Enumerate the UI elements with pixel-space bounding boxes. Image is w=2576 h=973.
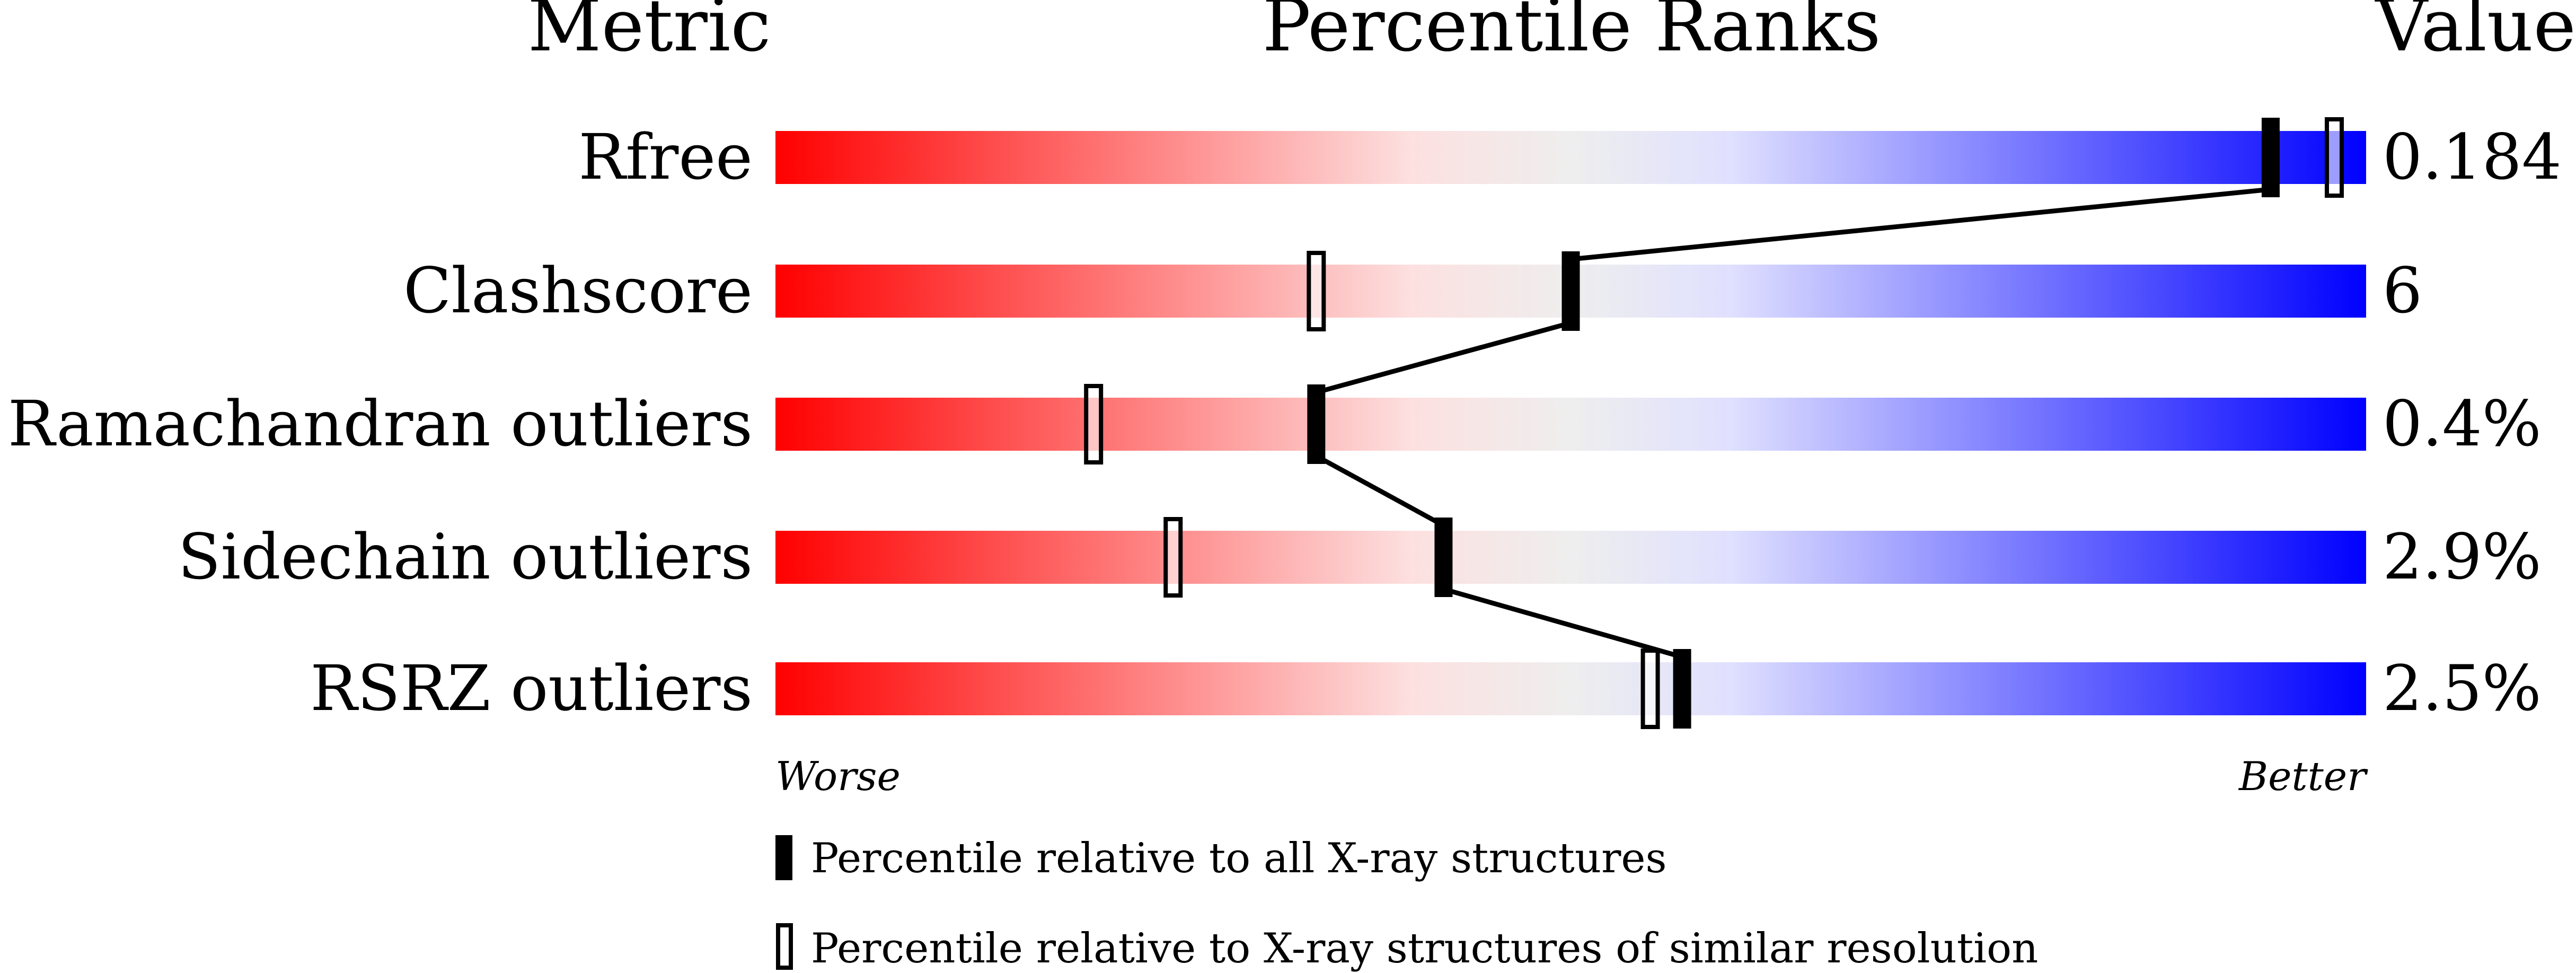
header-percentile-ranks: Percentile Ranks — [1263, 0, 1881, 68]
legend-hollow-label: Percentile relative to X-ray structures … — [811, 925, 2038, 972]
header-value: Value — [2375, 0, 2576, 68]
legend-hollow-marker — [776, 923, 793, 970]
metric-value: 6 — [2383, 254, 2422, 327]
metric-label: Rfree — [578, 120, 753, 194]
legend-filled-marker — [775, 835, 792, 880]
marker-similar-resolution — [1163, 517, 1183, 598]
marker-all-structures — [2261, 118, 2280, 197]
marker-all-structures — [1434, 518, 1453, 597]
legend-filled-label: Percentile relative to all X-ray structu… — [811, 835, 1667, 882]
marker-similar-resolution — [1307, 251, 1326, 331]
metric-value: 0.4% — [2383, 387, 2542, 460]
marker-similar-resolution — [1640, 648, 1660, 729]
marker-all-structures — [1673, 649, 1691, 729]
axis-label-worse: Worse — [775, 753, 901, 800]
marker-all-structures — [1562, 251, 1580, 331]
percentile-bar — [775, 398, 2366, 451]
percentile-bar — [775, 131, 2366, 184]
metric-label: Clashscore — [403, 254, 753, 327]
metric-value: 2.9% — [2383, 520, 2542, 593]
marker-similar-resolution — [2324, 117, 2344, 198]
metric-value: 2.5% — [2383, 652, 2542, 725]
percentile-bar — [775, 531, 2366, 584]
axis-label-better: Better — [2238, 753, 2368, 800]
metric-label: Ramachandran outliers — [8, 387, 753, 460]
metric-label: RSRZ outliers — [310, 652, 753, 725]
header-metric: Metric — [527, 0, 771, 68]
metric-label: Sidechain outliers — [178, 520, 753, 593]
marker-similar-resolution — [1084, 384, 1104, 464]
marker-all-structures — [1307, 384, 1326, 464]
metric-value: 0.184 — [2383, 120, 2562, 194]
percentile-bar — [775, 662, 2366, 715]
